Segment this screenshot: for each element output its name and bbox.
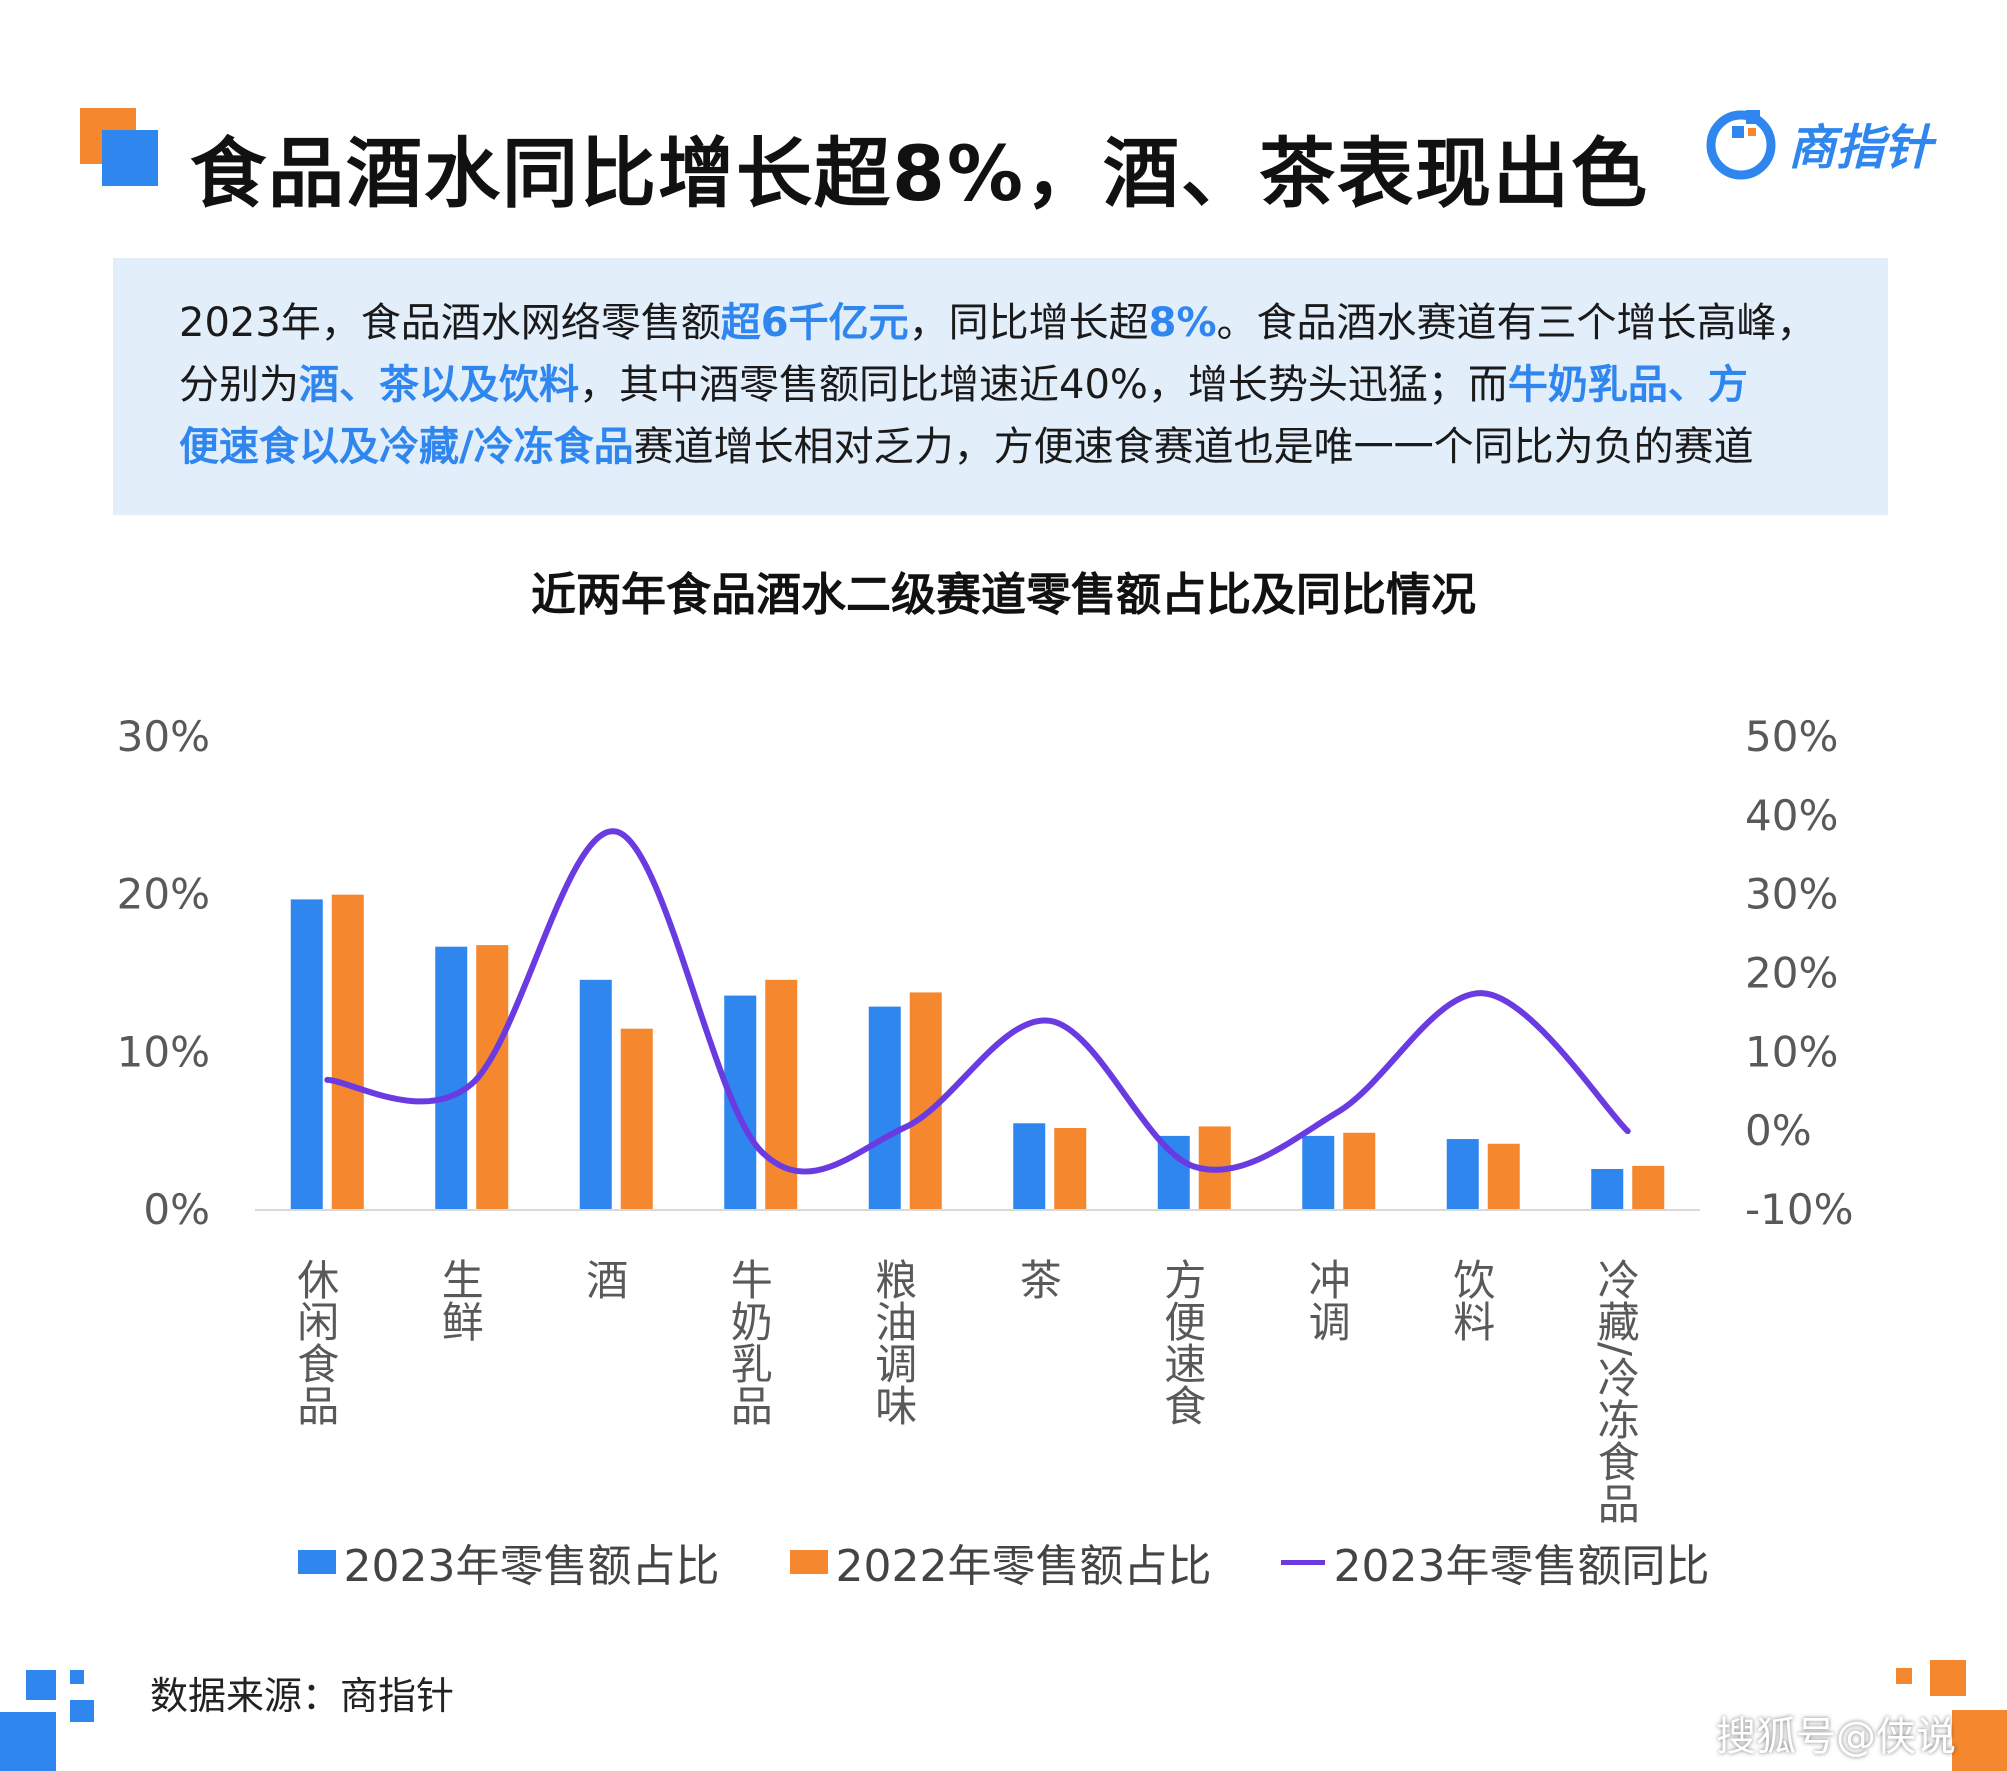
summary-box: 2023年，食品酒水网络零售额超6千亿元，同比增长超8%。食品酒水赛道有三个增长… xyxy=(113,258,1888,515)
yoy-line xyxy=(324,828,1631,1175)
summary-text: ，同比增长超 xyxy=(908,300,1149,346)
summary-text: ，其中酒零售额同比增速近40%，增长势头迅猛；而 xyxy=(579,362,1508,408)
bar-2023 xyxy=(290,899,323,1210)
bar-2023 xyxy=(579,979,612,1210)
y-left-tick-label: 30% xyxy=(117,712,210,761)
bar-2023 xyxy=(1013,1123,1046,1210)
summary-line-2: 分别为酒、茶以及饮料，其中酒零售额同比增速近40%，增长势头迅猛；而牛奶乳品、方 xyxy=(179,354,1888,416)
summary-text: 分别为 xyxy=(179,362,299,408)
y-right-tick-label: 0% xyxy=(1745,1106,1812,1155)
legend-swatch-blue xyxy=(297,1550,336,1574)
y-right-tick-label: 30% xyxy=(1745,870,1838,919)
summary-highlight: 8% xyxy=(1148,300,1217,346)
legend-item-2022-share: 2022年零售额占比 xyxy=(789,1530,1212,1594)
y-right-tick-label: 40% xyxy=(1745,791,1838,840)
chart-title: 近两年食品酒水二级赛道零售额占比及同比情况 xyxy=(530,568,1476,621)
corner-decoration xyxy=(1896,1668,1912,1684)
y-right-tick-label: 50% xyxy=(1745,712,1838,761)
brand-logo: 商指针 xyxy=(1702,104,1932,182)
combo-chart: 0% 10% 20% 30% -10% 0% 10% 20% 30% 40% 50% 休闲食品 生鲜 酒 牛… xyxy=(117,712,1854,1524)
bar-2023 xyxy=(724,995,757,1210)
data-source: 数据来源：商指针 xyxy=(150,1674,455,1718)
y-right-tick-label: -10% xyxy=(1745,1185,1854,1234)
y-right-tick-label: 10% xyxy=(1745,1027,1838,1076)
brand-name: 商指针 xyxy=(1788,120,1933,176)
y-right-tick-label: 20% xyxy=(1745,949,1838,998)
summary-highlight: 牛奶乳品、方 xyxy=(1507,362,1748,408)
corner-decoration xyxy=(26,1670,56,1700)
x-category-label: 冷藏/冷冻食品 xyxy=(1591,1258,1640,1524)
y-left-tick-label: 0% xyxy=(143,1185,210,1234)
x-category-label: 粮油调味 xyxy=(869,1258,918,1426)
summary-highlight: 便速食以及冷藏/冷冻食品 xyxy=(179,424,634,470)
corner-decoration xyxy=(70,1700,94,1722)
bar-2023 xyxy=(1446,1139,1479,1210)
x-category-label: 冲调 xyxy=(1302,1258,1351,1342)
legend-item-2023-share: 2023年零售额占比 xyxy=(297,1530,720,1594)
x-category-label: 方便速食 xyxy=(1158,1258,1207,1426)
page-title: 食品酒水同比增长超8%，酒、茶表现出色 xyxy=(190,129,1650,218)
x-category-label: 休闲食品 xyxy=(291,1258,340,1426)
summary-text: 。食品酒水赛道有三个增长高峰， xyxy=(1216,300,1817,346)
bar-2022 xyxy=(765,979,798,1210)
x-category-label: 茶 xyxy=(1013,1258,1062,1300)
bar-2022 xyxy=(331,894,364,1210)
bar-2023 xyxy=(1302,1135,1335,1210)
summary-text: 赛道增长相对乏力，方便速食赛道也是唯一一个同比为负的赛道 xyxy=(633,424,1754,470)
brand-compass-icon xyxy=(1706,110,1776,180)
title-decoration-blue xyxy=(102,130,158,186)
bar-2022 xyxy=(1632,1165,1665,1210)
legend-swatch-line xyxy=(1281,1559,1326,1565)
corner-decoration xyxy=(1952,1710,2007,1771)
summary-line-3: 便速食以及冷藏/冷冻食品赛道增长相对乏力，方便速食赛道也是唯一一个同比为负的赛道 xyxy=(179,416,1888,478)
summary-highlight: 超6千亿元 xyxy=(720,300,909,346)
x-category-label: 生鲜 xyxy=(435,1258,484,1342)
corner-decoration xyxy=(1930,1660,1966,1696)
summary-line-1: 2023年，食品酒水网络零售额超6千亿元，同比增长超8%。食品酒水赛道有三个增长… xyxy=(179,292,1888,354)
bar-2022 xyxy=(1487,1143,1520,1210)
corner-decoration xyxy=(0,1712,56,1771)
legend-swatch-orange xyxy=(789,1550,828,1574)
legend-label: 2022年零售额占比 xyxy=(835,1541,1212,1592)
bar-2022 xyxy=(620,1028,653,1210)
bar-2023 xyxy=(435,946,468,1210)
bar-2022 xyxy=(1343,1132,1376,1210)
summary-text: 2023年，食品酒水网络零售额 xyxy=(179,300,721,346)
legend-label: 2023年零售额占比 xyxy=(343,1541,720,1592)
bar-2023 xyxy=(1591,1169,1624,1210)
chart-legend: 2023年零售额占比 2022年零售额占比 2023年零售额同比 xyxy=(0,1530,2007,1594)
legend-item-2023-yoy: 2023年零售额同比 xyxy=(1281,1530,1709,1594)
x-category-label: 饮料 xyxy=(1447,1258,1496,1342)
x-category-label: 牛奶乳品 xyxy=(724,1258,773,1426)
bar-2022 xyxy=(1054,1128,1087,1210)
summary-highlight: 酒、茶以及饮料 xyxy=(299,362,579,408)
x-category-label: 酒 xyxy=(580,1258,629,1300)
y-left-tick-label: 10% xyxy=(117,1027,210,1076)
bar-2023 xyxy=(868,1006,901,1210)
legend-label: 2023年零售额同比 xyxy=(1333,1541,1710,1592)
y-left-tick-label: 20% xyxy=(117,870,210,919)
corner-decoration xyxy=(70,1670,84,1684)
watermark: 搜狐号@侠说 xyxy=(1716,1714,1956,1760)
